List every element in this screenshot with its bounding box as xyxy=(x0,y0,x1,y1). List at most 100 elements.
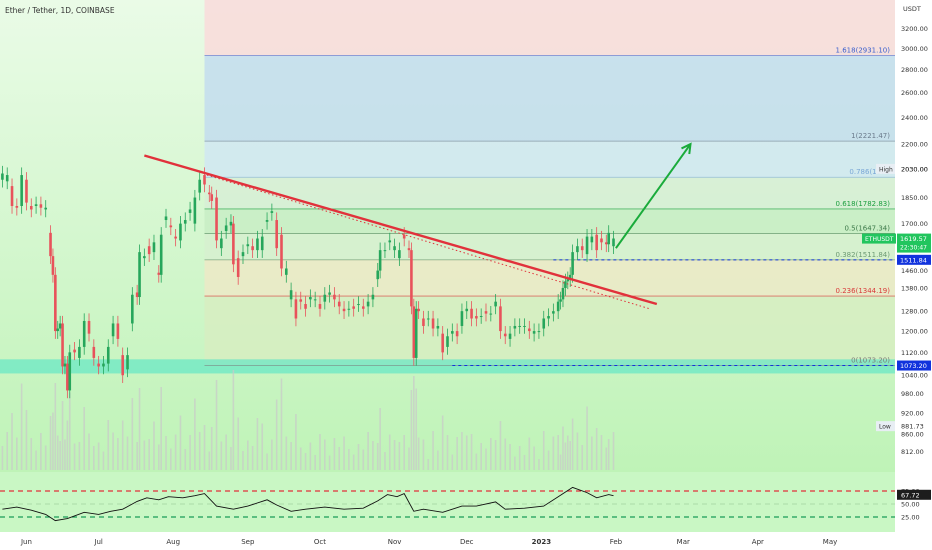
candle-body xyxy=(210,194,214,201)
candle-body xyxy=(513,325,517,329)
candle-body xyxy=(508,333,512,339)
volume-bar xyxy=(569,441,572,470)
candle-body xyxy=(66,363,69,391)
candle-body xyxy=(68,352,72,391)
candle-body xyxy=(135,292,139,298)
candle-body xyxy=(523,325,526,327)
candle-body xyxy=(270,211,274,213)
candle-body xyxy=(51,256,55,275)
candle-body xyxy=(547,316,550,319)
candle-body xyxy=(484,311,488,314)
candle-body xyxy=(414,308,418,358)
volume-bar xyxy=(552,436,555,470)
candle-body xyxy=(294,299,298,319)
price-tick-label: 1280.00 xyxy=(901,308,928,316)
candle-body xyxy=(383,250,387,252)
volume-bar xyxy=(232,370,235,470)
candle-body xyxy=(188,209,192,213)
candle-body xyxy=(585,236,589,255)
candle-body xyxy=(251,246,254,251)
volume-bar xyxy=(413,376,415,470)
last-price-badge xyxy=(897,233,931,253)
candle-body xyxy=(20,175,23,207)
volume-bar xyxy=(66,420,69,470)
trendlines[interactable] xyxy=(144,154,658,310)
volume-bar xyxy=(408,447,410,470)
time-tick-label: Oct xyxy=(314,538,326,546)
volume-bar xyxy=(605,447,608,470)
candle-body xyxy=(475,316,478,319)
price-tick-label: 1460.00 xyxy=(901,267,928,275)
volume-bar xyxy=(417,437,420,470)
trendline-dotted-red xyxy=(206,174,650,310)
price-tick-label: 980.00 xyxy=(901,390,924,398)
volume-bar xyxy=(198,432,201,470)
candle-body xyxy=(333,294,336,300)
candle-body xyxy=(183,220,187,224)
candle-body xyxy=(576,246,579,253)
volume-bar xyxy=(504,438,507,470)
candle-body xyxy=(229,221,233,226)
candle-body xyxy=(157,272,161,275)
trendline-solid-red xyxy=(144,154,658,306)
candle-body xyxy=(604,242,608,245)
candle-body xyxy=(441,333,444,353)
candle-body xyxy=(417,308,420,312)
volume-bar xyxy=(275,399,278,470)
volume-bar xyxy=(184,449,187,470)
volume-bar xyxy=(559,454,562,470)
volume-bar xyxy=(242,451,244,470)
volume-bar xyxy=(30,438,33,470)
time-axis[interactable]: Jun Jul Aug Sep Oct Nov Dec 2023 Feb Mar Apr May xyxy=(20,538,837,546)
fib-label-0.5: 0.5(1647.34) xyxy=(844,224,890,232)
volume-bar xyxy=(343,436,345,470)
candle-body xyxy=(590,236,594,243)
candle-body xyxy=(407,248,411,251)
volume-bar xyxy=(509,444,511,470)
volume-bar xyxy=(44,445,47,470)
rsi-line xyxy=(2,486,614,522)
price-tick-label: 2600.00 xyxy=(901,89,928,97)
volume-bar xyxy=(542,431,545,470)
time-tick-label: Feb xyxy=(610,538,623,546)
candle-body xyxy=(193,197,197,224)
support-band-rect xyxy=(0,359,895,374)
candle-body xyxy=(152,242,156,253)
candle-body xyxy=(489,313,493,315)
volume-bar xyxy=(271,439,273,470)
fib-zone-5 xyxy=(204,259,895,297)
volume-bar xyxy=(83,407,86,470)
support-band xyxy=(0,359,895,374)
projection-arrow[interactable] xyxy=(615,142,692,249)
fib-label-0: 0(1073.20) xyxy=(851,357,890,365)
time-axis-background xyxy=(0,532,895,550)
candle-body xyxy=(44,207,48,210)
candle-body xyxy=(232,223,235,265)
volume-bar xyxy=(93,446,95,470)
volume-bar xyxy=(304,453,307,470)
candle-body xyxy=(61,323,64,367)
time-tick-label: Aug xyxy=(166,538,180,546)
volume-bar xyxy=(280,378,283,470)
volume-bar xyxy=(40,433,42,470)
volume-bar xyxy=(208,451,211,470)
volume-bar xyxy=(148,439,150,470)
candle-body xyxy=(260,236,264,251)
volume-bar xyxy=(88,433,90,470)
price-tick-label: 1850.00 xyxy=(901,194,928,202)
candle-body xyxy=(236,258,240,277)
volume-bar xyxy=(52,412,54,470)
volume-bar xyxy=(533,446,535,470)
volume-bar xyxy=(403,435,405,470)
candle-body xyxy=(518,325,521,327)
volume-bar xyxy=(432,431,434,470)
volume-bar xyxy=(333,438,336,470)
candle-body xyxy=(479,316,483,318)
candle-body xyxy=(147,246,151,255)
volume-bar xyxy=(595,428,598,470)
candle-body xyxy=(116,323,120,339)
volume-bar xyxy=(16,437,18,470)
candle-body xyxy=(393,246,396,251)
volume-bar xyxy=(451,454,454,470)
